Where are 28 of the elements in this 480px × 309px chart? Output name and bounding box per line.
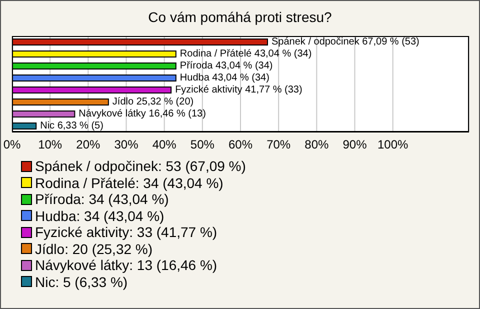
x-tick-label: 100% bbox=[377, 138, 409, 152]
data-label: Fyzické aktivity 41,77 % (33) bbox=[175, 84, 302, 96]
data-label: Příroda 43,04 % (34) bbox=[180, 60, 273, 72]
x-tick-label: 20% bbox=[76, 138, 100, 152]
legend-label: Hudba: 34 (43,04 %) bbox=[35, 208, 164, 224]
x-tick-label: 10% bbox=[38, 138, 62, 152]
data-label: Návykové látky 16,46 % (13) bbox=[78, 108, 206, 120]
x-tick-label: 0% bbox=[3, 138, 21, 152]
x-tick-label: 40% bbox=[152, 138, 177, 152]
chart-title: Co vám pomáhá proti stresu? bbox=[147, 9, 333, 25]
legend-label: Jídlo: 20 (25,32 %) bbox=[35, 240, 153, 257]
data-label: Spánek / odpočinek 67,09 % (53) bbox=[272, 36, 420, 48]
legend-label: Fyzické aktivity: 33 (41,77 %) bbox=[35, 224, 218, 240]
x-tick-label: 30% bbox=[114, 138, 139, 152]
x-tick-label: 70% bbox=[266, 138, 291, 152]
data-label: Rodina / Přátelé 43,04 % (34) bbox=[180, 48, 312, 60]
data-label: Hudba 43,04 % (34) bbox=[180, 72, 270, 84]
x-tick-label: 90% bbox=[342, 138, 368, 152]
legend-label: Návykové látky: 13 (16,46 %) bbox=[35, 257, 218, 274]
legend-label: Rodina / Přátelé: 34 (43,04 %) bbox=[35, 174, 224, 191]
legend-label: Spánek / odpočinek: 53 (67,09 %) bbox=[35, 158, 246, 174]
x-tick-label: 50% bbox=[190, 138, 215, 152]
data-label: Jídlo 25,32 % (20) bbox=[112, 96, 194, 108]
x-tick-label: 80% bbox=[304, 138, 329, 152]
legend-label: Příroda: 34 (43,04 %) bbox=[35, 191, 169, 208]
legend-label: Nic: 5 (6,33 %) bbox=[35, 274, 128, 290]
data-label: Nic 6,33 % (5) bbox=[40, 120, 104, 132]
x-tick-label: 60% bbox=[228, 138, 253, 152]
